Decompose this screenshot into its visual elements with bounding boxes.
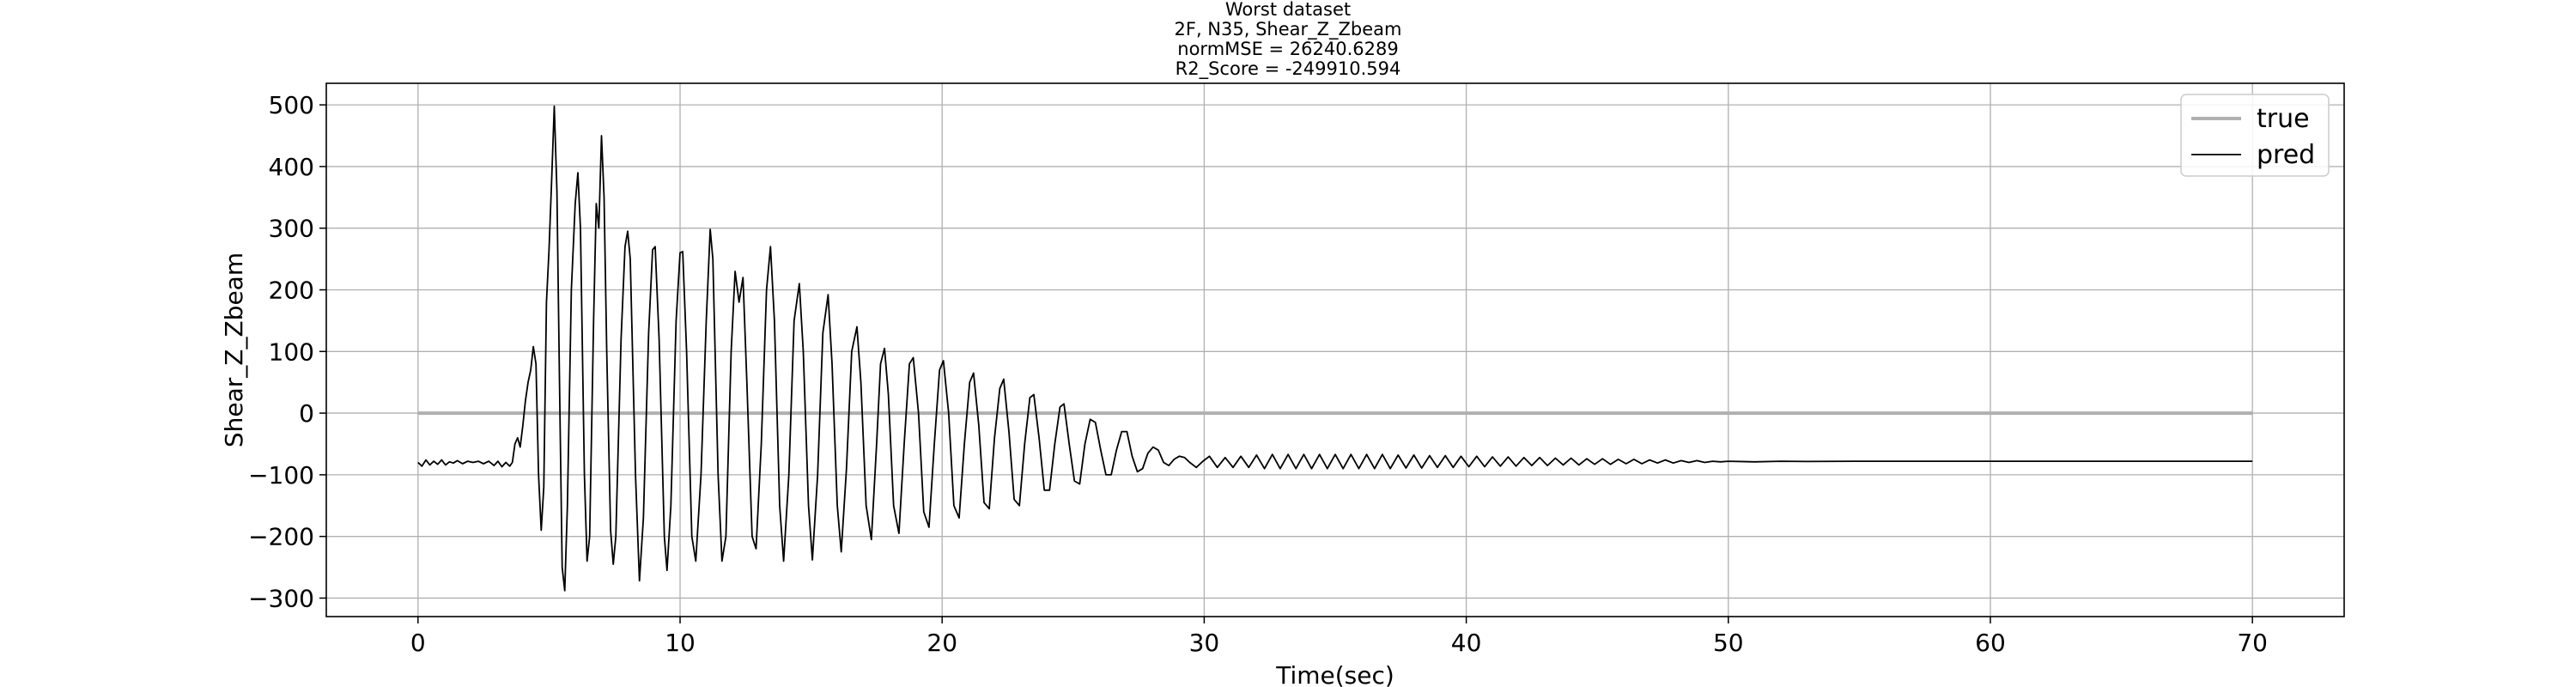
- x-tick-label: 70: [2237, 629, 2268, 657]
- x-tick-label: 0: [410, 629, 426, 657]
- legend: true pred: [2180, 94, 2330, 177]
- grid: [326, 83, 2344, 617]
- y-tick-label: 200: [269, 277, 314, 305]
- y-tick-label: 300: [269, 215, 314, 243]
- chart-title-line-1: Worst dataset: [1224, 0, 1352, 20]
- plot-frame: [325, 82, 2345, 617]
- x-tick-label: 40: [1451, 629, 1482, 657]
- y-tick-label: 0: [299, 399, 314, 428]
- y-axis-label: Shear_Z_Zbeam: [220, 252, 248, 447]
- x-tick-label: 20: [927, 629, 957, 657]
- x-tick-label: 60: [1975, 629, 2006, 657]
- legend-label-true: true: [2257, 104, 2310, 134]
- chart-title-line-2: 2F, N35, Shear_Z_Zbeam: [1174, 19, 1402, 40]
- y-tick-label: −100: [248, 461, 314, 489]
- y-tick-label: 500: [269, 91, 314, 119]
- y-tick-label: −200: [248, 523, 314, 551]
- chart-title: Worst dataset 2F, N35, Shear_Z_Zbeam nor…: [0, 0, 2576, 79]
- y-tick-label: 100: [269, 337, 314, 366]
- series-layer: [417, 105, 2253, 592]
- y-tick-label: −300: [248, 584, 314, 612]
- x-tick-label: 10: [665, 629, 696, 657]
- legend-box: [2180, 94, 2330, 177]
- chart-title-line-3: normMSE = 26240.6289: [1177, 39, 1399, 59]
- chart-title-line-4: R2_Score = -249910.594: [1175, 58, 1401, 79]
- y-tick-label: 400: [269, 153, 314, 181]
- x-tick-label: 30: [1189, 629, 1220, 657]
- x-tick-label: 50: [1713, 629, 1744, 657]
- legend-label-pred: pred: [2257, 140, 2315, 170]
- x-axis-label: Time(sec): [1275, 661, 1394, 687]
- ticks: 0 10 20 30 40 50 60 70 −300 −200 −100 0 100 200 300 400…: [248, 91, 2268, 657]
- series-line-pred: [417, 105, 2253, 592]
